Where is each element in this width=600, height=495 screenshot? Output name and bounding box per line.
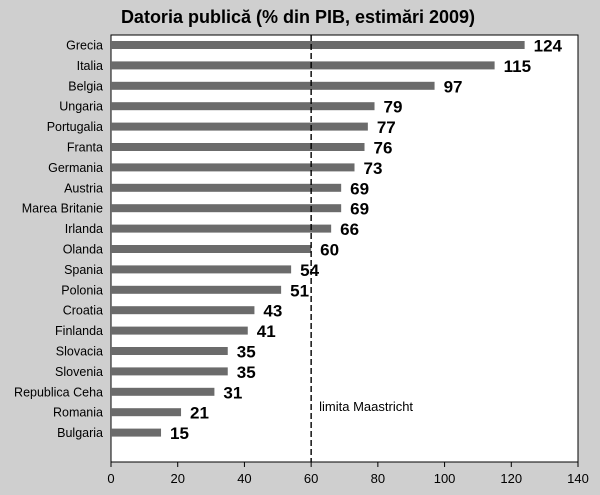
category-label-slovenia: Slovenia <box>55 365 103 379</box>
value-label-republica-ceha: 31 <box>223 383 242 402</box>
bar-slovacia <box>111 347 228 355</box>
maastricht-limit-label: limita Maastricht <box>319 399 413 414</box>
value-label-belgia: 97 <box>444 77 463 96</box>
bar-portugalia <box>111 122 368 131</box>
category-label-polonia: Polonia <box>61 283 103 297</box>
value-label-romania: 21 <box>190 404 209 423</box>
bar-grecia <box>111 41 525 49</box>
category-label-spania: Spania <box>64 263 103 277</box>
bar-marea-britanie <box>111 204 342 213</box>
x-tick-label-0: 0 <box>107 471 114 486</box>
category-label-portugalia: Portugalia <box>47 120 103 134</box>
bar-spania <box>111 265 292 274</box>
x-tick-label-60: 60 <box>304 471 318 486</box>
category-label-franta: Franta <box>67 141 103 155</box>
x-tick-label-20: 20 <box>170 471 184 486</box>
category-labels: Grecia Italia Belgia Ungaria Portugalia Frant… <box>14 39 103 441</box>
value-label-ungaria: 79 <box>384 98 403 117</box>
category-label-romania: Romania <box>53 406 103 420</box>
x-tick-label-120: 120 <box>500 471 522 486</box>
category-label-italia: Italia <box>77 59 103 73</box>
x-tick-label-140: 140 <box>567 471 589 486</box>
value-label-croatia: 43 <box>263 302 282 321</box>
value-label-marea-britanie: 69 <box>350 200 369 219</box>
category-label-slovacia: Slovacia <box>56 345 103 359</box>
value-label-olanda: 60 <box>320 241 339 260</box>
category-label-grecia: Grecia <box>66 39 103 53</box>
bar-italia <box>111 61 495 70</box>
bar-franta <box>111 143 365 151</box>
category-label-finlanda: Finlanda <box>55 324 103 338</box>
value-label-bulgaria: 15 <box>170 424 189 443</box>
bar-croatia <box>111 306 255 315</box>
value-label-spania: 54 <box>300 261 319 280</box>
value-labels: 1241159779777673696966605451434135353121… <box>170 37 563 444</box>
bar-germania <box>111 163 355 172</box>
value-label-polonia: 51 <box>290 281 309 300</box>
bar-polonia <box>111 285 282 294</box>
category-label-irlanda: Irlanda <box>65 222 103 236</box>
bar-belgia <box>111 81 435 90</box>
value-label-slovenia: 35 <box>237 363 256 382</box>
value-label-slovacia: 35 <box>237 343 256 362</box>
category-label-republica-ceha: Republica Ceha <box>14 385 103 399</box>
category-label-germania: Germania <box>48 161 103 175</box>
bar-irlanda <box>111 224 332 233</box>
value-label-finlanda: 41 <box>257 322 276 341</box>
x-tick-label-40: 40 <box>237 471 251 486</box>
value-label-portugalia: 77 <box>377 118 396 137</box>
category-label-marea-britanie: Marea Britanie <box>22 202 103 216</box>
x-axis: 0 20 40 60 80 100 120 140 <box>107 462 589 486</box>
bar-austria <box>111 183 342 192</box>
category-label-austria: Austria <box>64 181 103 195</box>
category-label-belgia: Belgia <box>68 79 103 93</box>
x-tick-label-80: 80 <box>371 471 385 486</box>
category-label-croatia: Croatia <box>63 304 103 318</box>
x-tick-label-100: 100 <box>434 471 456 486</box>
bar-bulgaria <box>111 428 162 437</box>
value-label-grecia: 124 <box>534 37 563 56</box>
value-label-austria: 69 <box>350 179 369 198</box>
bars-group <box>111 41 525 437</box>
value-label-italia: 115 <box>504 57 531 76</box>
bar-olanda <box>111 245 312 253</box>
category-label-bulgaria: Bulgaria <box>57 426 103 440</box>
bar-finlanda <box>111 326 248 335</box>
value-label-germania: 73 <box>364 159 383 178</box>
value-label-franta: 76 <box>374 139 393 158</box>
category-label-ungaria: Ungaria <box>59 100 103 114</box>
bar-romania <box>111 408 182 417</box>
bar-republica-ceha <box>111 387 215 396</box>
bar-slovenia <box>111 367 228 376</box>
category-label-olanda: Olanda <box>63 243 103 257</box>
bar-ungaria <box>111 102 375 111</box>
value-label-irlanda: 66 <box>340 220 359 239</box>
chart-title: Datoria publică (% din PIB, estimări 200… <box>121 7 475 27</box>
